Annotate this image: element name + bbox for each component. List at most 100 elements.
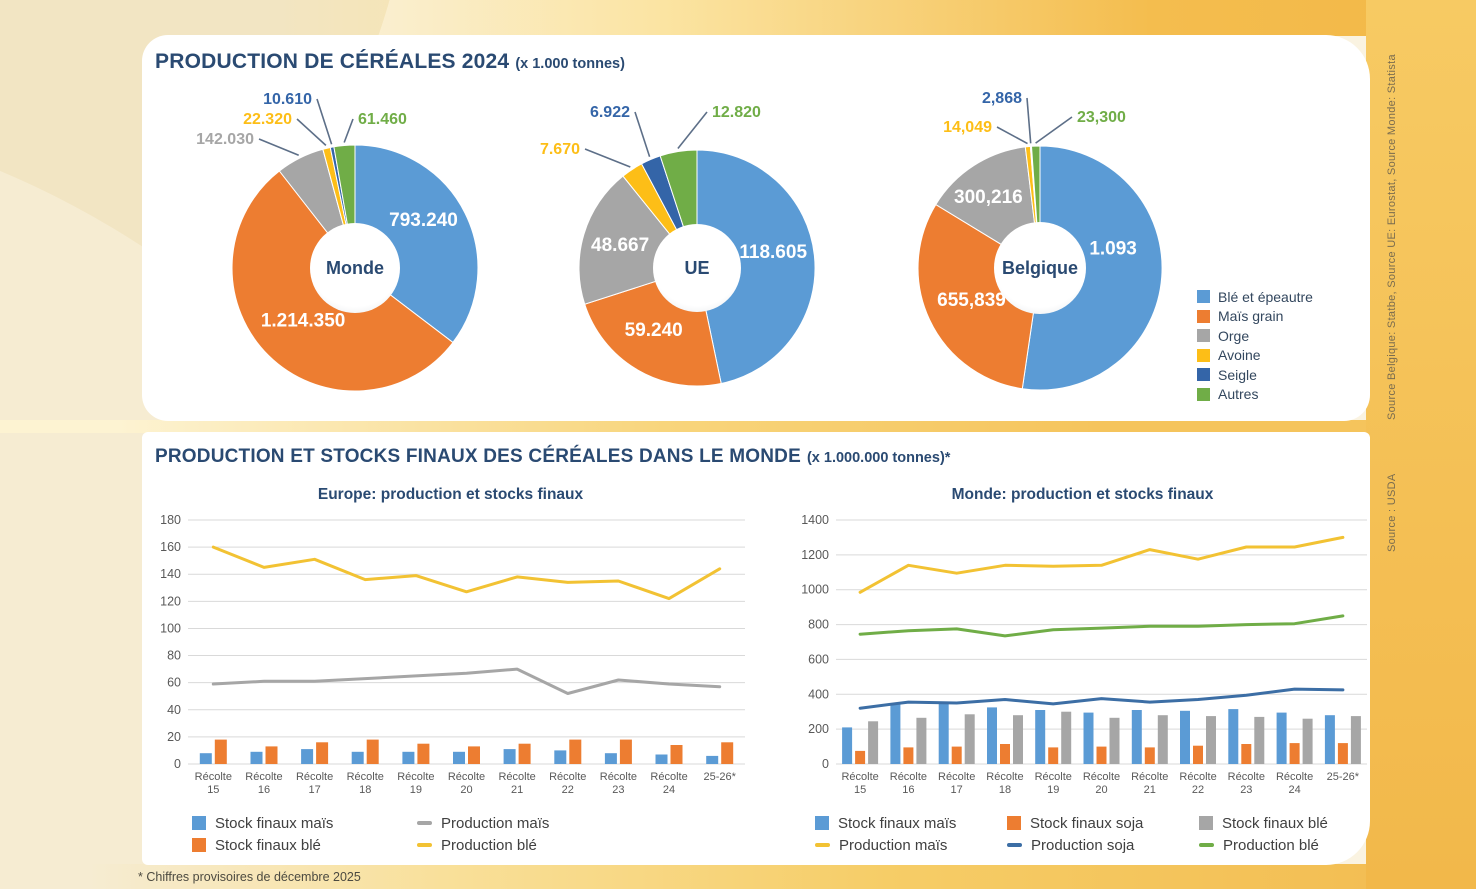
bar-Stock finaux blé [1206,716,1216,764]
x-tick-label: Récolte 20 [1083,771,1120,796]
section1-title: PRODUCTION DE CÉRÉALES 2024 (x 1.000 tonn… [155,50,625,74]
pie-value-label: 793.240 [389,210,458,231]
legend-swatch [1007,816,1021,830]
legend-label: Production blé [441,836,537,854]
bar-Stock finaux soja [903,747,914,764]
legend-label: Production maïs [441,814,550,832]
y-tick-label: 180 [160,513,181,527]
legend-item: Stock finaux maïs [815,812,1007,834]
section2-unit: (x 1.000.000 tonnes)* [806,450,951,466]
pie-chart-ue: 118.605 59.240 48.667 7.670 6.922 12.820 UE [525,85,865,410]
legend-line-marker [815,843,830,847]
pie-center-label: UE [684,258,709,278]
bar-Stock finaux soja [1337,743,1348,764]
bar-Stock finaux maïs [706,755,719,764]
x-tick-label: Récolte 18 [347,771,384,796]
legend-label: Production blé [1223,836,1319,854]
bar-Stock finaux soja [951,746,962,764]
legend-swatch [1197,387,1210,401]
bar-Stock finaux blé [670,745,683,764]
legend-label: Blé et épeautre [1218,288,1313,305]
section2-title-text: PRODUCTION ET STOCKS FINAUX DES CÉRÉALES… [155,446,801,467]
chart-title-europe: Europe: production et stocks finaux [317,486,584,503]
bar-Stock finaux maïs [351,751,364,764]
y-tick-label: 120 [160,594,181,608]
legend-item: Production maïs [815,834,1007,856]
bottom-gradient-band [0,864,1476,889]
bar-Stock finaux blé [1013,715,1023,764]
combo-legend-monde: Stock finaux maïs Production maïs Stock fi… [815,812,1391,856]
bar-Stock finaux blé [916,717,927,764]
bar-Stock finaux blé [1350,716,1361,764]
legend-swatch [1197,368,1210,382]
bar-Stock finaux maïs [655,754,668,764]
bar-Stock finaux maïs [1324,715,1335,764]
x-tick-label: Récolte 24 [1276,771,1313,796]
footnote: * Chiffres provisoires de décembre 2025 [138,870,361,884]
y-tick-label: 80 [167,649,181,663]
bar-Stock finaux soja [1289,743,1300,764]
pie-center-label: Monde [326,258,384,278]
pie-callout-label: 2,868 [982,90,1022,107]
line-Production blé [211,545,722,601]
bar-Stock finaux maïs [842,727,853,764]
x-tick-label: Récolte 17 [296,771,333,796]
pie-slice-Blé et épeautre [354,144,479,344]
bar-Stock finaux blé [214,739,227,764]
pie-callout-label: 12.820 [712,104,761,121]
bar-Stock finaux maïs [604,753,617,764]
legend-label: Stock finaux maïs [838,814,957,832]
legend-swatch [1199,816,1213,830]
middle-gradient-band [0,420,1476,433]
bar-Stock finaux blé [721,742,734,764]
y-tick-label: 400 [808,687,829,701]
x-tick-label: Récolte 19 [397,771,434,796]
combo-chart-monde: 0 200 400 600 800 1000 1200 1400 Récolte 15 Récolt… [790,506,1375,811]
pie-value-label: 300,216 [954,187,1023,208]
pie-value-label: 48.667 [591,235,649,256]
bar-Stock finaux blé [868,721,879,764]
source-text-usda: Source : USDA [1386,473,1398,552]
y-tick-label: 100 [160,621,181,635]
y-tick-label: 0 [174,757,181,771]
bar-Stock finaux blé [1061,711,1072,764]
pie-value-label: 655,839 [937,290,1006,311]
y-tick-label: 40 [167,703,181,717]
x-tick-label: Récolte 23 [600,771,637,796]
pie-value-label: 1.214.350 [261,311,346,332]
line-Production soja [858,687,1345,710]
line-Production maïs [211,667,722,695]
y-tick-label: 160 [160,540,181,554]
x-tick-label: Récolte 16 [245,771,282,796]
bar-Stock finaux soja [1144,747,1155,764]
y-tick-label: 200 [808,722,829,736]
legend-item: Orge [1197,326,1313,346]
x-tick-label: Récolte 15 [195,771,232,796]
x-tick-label: 25-26* [703,771,736,783]
bar-Stock finaux maïs [1131,710,1142,764]
bar-Stock finaux maïs [987,707,997,764]
pie-slice-Blé et épeautre [696,149,816,385]
pie-chart-monde: 793.240 1.214.350 142.030 22.320 10.610 61.46… [175,85,515,410]
right-orange-band [1366,0,1476,889]
x-tick-label: Récolte 15 [841,771,878,796]
legend-label: Production maïs [839,836,948,854]
top-gradient-band [0,0,1476,36]
legend-item: Production blé [1199,834,1391,856]
bar-Stock finaux blé [316,742,329,764]
legend-swatch [1197,329,1210,343]
y-tick-label: 1400 [801,513,829,527]
line-Production blé [858,614,1345,638]
bar-Stock finaux blé [619,739,632,764]
pie-legend: Blé et épeautre Maïs grain Orge Avoine Seigl… [1197,287,1313,404]
legend-column: Stock finaux blé Production blé [1199,812,1391,856]
legend-swatch [1197,348,1210,362]
legend-label: Seigle [1218,366,1257,383]
bar-Stock finaux blé [1302,718,1313,764]
legend-item: Maïs grain [1197,307,1313,327]
legend-item: Stock finaux maïs [192,812,417,834]
bar-Stock finaux soja [1048,747,1059,764]
bar-Stock finaux maïs [301,749,314,764]
legend-item: Stock finaux soja [1007,812,1199,834]
